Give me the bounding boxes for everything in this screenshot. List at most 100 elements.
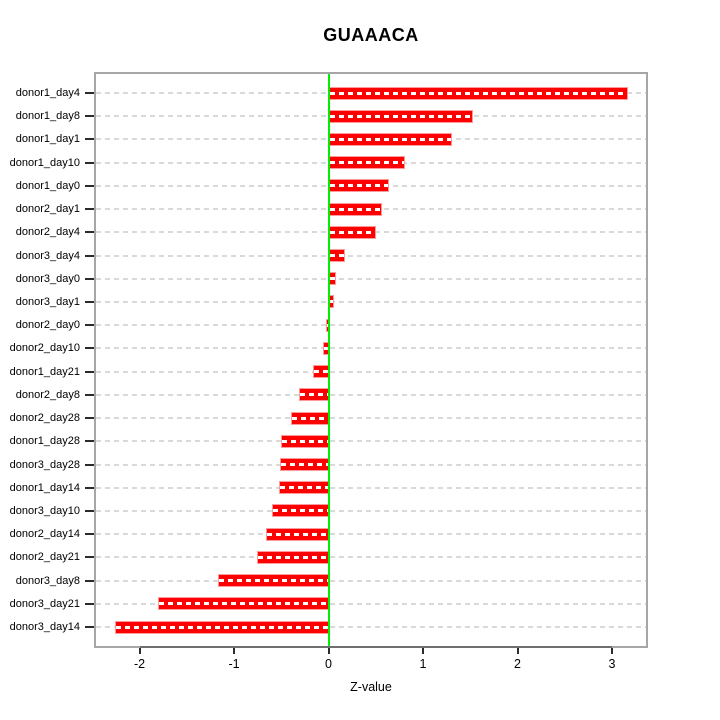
grid-line (96, 533, 646, 536)
grid-line (96, 347, 646, 350)
category-label: donor2_day0 (15, 319, 80, 332)
grid-line (96, 556, 646, 559)
bar-center-dash (329, 277, 336, 281)
category-label: donor2_day21 (9, 551, 80, 564)
bar-center-dash (329, 137, 451, 141)
bar-center-dash (282, 439, 330, 443)
y-tick (85, 370, 94, 373)
grid-line (96, 417, 646, 420)
y-tick (85, 138, 94, 141)
category-label: donor1_day10 (9, 156, 80, 169)
bar-center-dash (329, 300, 334, 304)
x-tick (611, 648, 613, 654)
bar-center-dash (115, 625, 330, 629)
y-tick (85, 347, 94, 350)
bar-center-dash (291, 416, 330, 420)
x-tick (422, 648, 424, 654)
zero-reference-line (327, 74, 330, 646)
y-tick (85, 277, 94, 280)
bar (279, 481, 331, 495)
grid-line (96, 393, 646, 396)
bar-center-dash (329, 114, 473, 118)
grid-line (96, 300, 646, 303)
bar-center-dash (281, 463, 330, 467)
bar-center-dash (329, 91, 628, 95)
y-tick (85, 115, 94, 118)
bar (328, 132, 452, 146)
grid-line (96, 626, 646, 629)
y-tick (85, 231, 94, 234)
y-tick (85, 626, 94, 629)
y-tick (85, 602, 94, 605)
category-label: donor1_day21 (9, 365, 80, 378)
category-label: donor2_day14 (9, 528, 80, 541)
plot-area (94, 72, 648, 648)
y-tick (85, 486, 94, 489)
y-tick (85, 417, 94, 420)
grid-line (96, 579, 646, 582)
bar (281, 434, 331, 448)
grid-line (96, 370, 646, 373)
y-tick (85, 184, 94, 187)
bar-center-dash (300, 393, 330, 397)
grid-line (96, 463, 646, 466)
y-tick (85, 324, 94, 327)
bar-center-dash (329, 254, 344, 258)
bar (328, 156, 406, 170)
category-label: donor3_day8 (15, 574, 80, 587)
category-label: donor1_day8 (15, 110, 80, 123)
category-label: donor3_day10 (9, 504, 80, 517)
x-axis: Z-value -2 -1 0 1 2 3 (96, 648, 646, 700)
y-tick (85, 463, 94, 466)
bar (158, 597, 331, 611)
bar (290, 411, 331, 425)
bar (328, 109, 474, 123)
bar (271, 504, 331, 518)
bar (313, 365, 331, 379)
x-axis-title: Z-value (350, 680, 392, 694)
bar (217, 574, 331, 588)
y-axis-ticks (85, 72, 94, 648)
category-label: donor1_day4 (15, 87, 80, 99)
category-label: donor2_day1 (15, 203, 80, 216)
y-tick (85, 208, 94, 211)
x-tick-label: 3 (608, 657, 616, 671)
y-tick (85, 254, 94, 257)
y-tick (85, 161, 94, 164)
bar-center-dash (323, 346, 330, 350)
y-tick (85, 509, 94, 512)
bar (266, 527, 331, 541)
x-tick (516, 648, 519, 654)
bar-center-dash (267, 532, 330, 536)
x-tick-label: 0 (325, 657, 332, 671)
category-label: donor1_day28 (9, 435, 80, 448)
bar (256, 550, 331, 564)
bar (322, 341, 331, 355)
y-tick (85, 556, 94, 559)
x-tick (233, 648, 235, 654)
bar-center-dash (329, 161, 405, 165)
bar-center-dash (329, 184, 389, 188)
plot-inner (96, 74, 646, 646)
bar (328, 272, 337, 286)
bar (328, 225, 376, 239)
bar (299, 388, 331, 402)
x-tick-label: 2 (514, 657, 521, 671)
x-tick-label: -1 (228, 657, 240, 671)
category-label: donor3_day1 (15, 295, 80, 308)
x-tick-label: 1 (419, 657, 427, 671)
category-label: donor3_day4 (15, 249, 80, 262)
category-label: donor3_day28 (9, 458, 80, 471)
y-tick (85, 300, 94, 303)
category-label: donor2_day4 (15, 226, 80, 239)
category-label: donor2_day8 (15, 388, 80, 401)
bar (328, 86, 629, 100)
y-tick (85, 579, 94, 582)
grid-line (96, 324, 646, 327)
bar (114, 620, 331, 634)
category-label: donor2_day28 (9, 412, 80, 425)
x-tick-label: -2 (133, 657, 146, 671)
bar-center-dash (159, 602, 330, 606)
grid-line (96, 254, 646, 257)
